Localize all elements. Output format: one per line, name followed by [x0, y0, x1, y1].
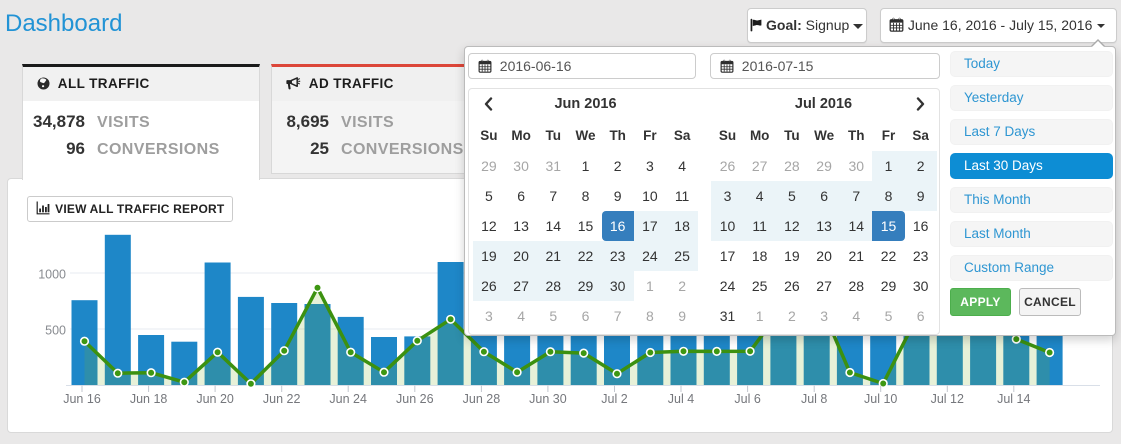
svg-text:Jun 18: Jun 18 — [130, 392, 168, 406]
svg-text:Jul 14: Jul 14 — [997, 392, 1030, 406]
svg-text:Jul 12: Jul 12 — [931, 392, 964, 406]
svg-text:Jun 20: Jun 20 — [196, 392, 234, 406]
svg-text:Jun 22: Jun 22 — [263, 392, 301, 406]
svg-text:500: 500 — [45, 324, 66, 338]
svg-text:Jun 24: Jun 24 — [329, 392, 367, 406]
svg-text:Jun 28: Jun 28 — [463, 392, 501, 406]
svg-text:1000: 1000 — [38, 268, 66, 282]
svg-text:Jun 16: Jun 16 — [63, 392, 101, 406]
svg-text:Jul 8: Jul 8 — [801, 392, 827, 406]
svg-text:Jul 4: Jul 4 — [668, 392, 694, 406]
svg-text:Jul 2: Jul 2 — [601, 392, 627, 406]
svg-text:Jun 26: Jun 26 — [396, 392, 434, 406]
svg-text:Jul 6: Jul 6 — [734, 392, 760, 406]
svg-text:Jul 10: Jul 10 — [864, 392, 897, 406]
svg-text:Jun 30: Jun 30 — [529, 392, 567, 406]
